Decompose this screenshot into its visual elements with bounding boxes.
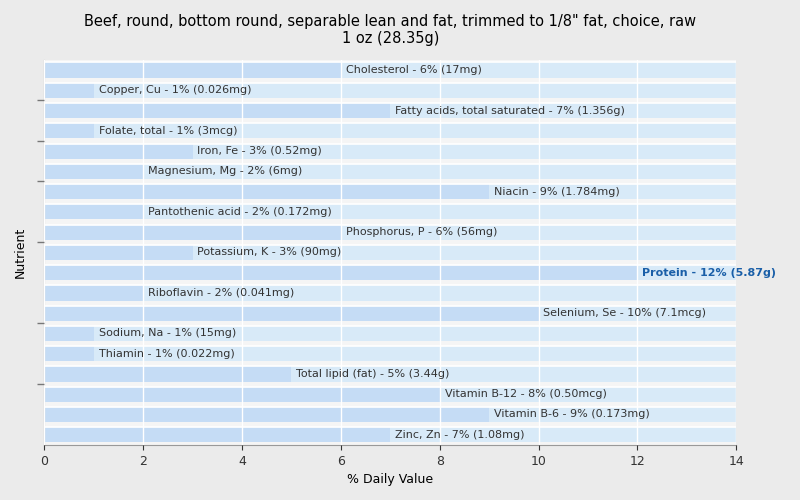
Text: Potassium, K - 3% (90mg): Potassium, K - 3% (90mg) (198, 248, 342, 258)
Text: Protein - 12% (5.87g): Protein - 12% (5.87g) (642, 268, 776, 278)
Y-axis label: Nutrient: Nutrient (14, 227, 27, 278)
Bar (44, 82, 94, 98)
Bar (44, 204, 143, 220)
Text: Zinc, Zn - 7% (1.08mg): Zinc, Zn - 7% (1.08mg) (395, 430, 525, 440)
Bar (44, 286, 143, 300)
Text: Phosphorus, P - 6% (56mg): Phosphorus, P - 6% (56mg) (346, 227, 497, 237)
Bar (44, 184, 736, 199)
Text: Magnesium, Mg - 2% (6mg): Magnesium, Mg - 2% (6mg) (148, 166, 302, 176)
Title: Beef, round, bottom round, separable lean and fat, trimmed to 1/8" fat, choice, : Beef, round, bottom round, separable lea… (84, 14, 696, 46)
Text: Cholesterol - 6% (17mg): Cholesterol - 6% (17mg) (346, 65, 482, 75)
Text: Fatty acids, total saturated - 7% (1.356g): Fatty acids, total saturated - 7% (1.356… (395, 106, 625, 116)
Bar (44, 245, 193, 260)
Text: Sodium, Na - 1% (15mg): Sodium, Na - 1% (15mg) (98, 328, 236, 338)
Bar (44, 245, 736, 260)
Bar (44, 427, 390, 442)
Text: Pantothenic acid - 2% (0.172mg): Pantothenic acid - 2% (0.172mg) (148, 207, 332, 217)
Bar (44, 366, 291, 382)
X-axis label: % Daily Value: % Daily Value (347, 473, 434, 486)
Text: Folate, total - 1% (3mcg): Folate, total - 1% (3mcg) (98, 126, 237, 136)
Bar (44, 366, 736, 382)
Bar (44, 427, 736, 442)
Text: Copper, Cu - 1% (0.026mg): Copper, Cu - 1% (0.026mg) (98, 86, 251, 96)
Bar (44, 144, 736, 158)
Bar (44, 103, 736, 118)
Text: Vitamin B-12 - 8% (0.50mcg): Vitamin B-12 - 8% (0.50mcg) (445, 389, 606, 399)
Text: Niacin - 9% (1.784mg): Niacin - 9% (1.784mg) (494, 186, 620, 196)
Bar (44, 164, 143, 179)
Bar (44, 265, 638, 280)
Bar (44, 82, 736, 98)
Bar (44, 407, 736, 422)
Bar (44, 286, 736, 300)
Bar (44, 346, 736, 362)
Bar (44, 103, 390, 118)
Text: Vitamin B-6 - 9% (0.173mg): Vitamin B-6 - 9% (0.173mg) (494, 410, 650, 420)
Bar (44, 62, 341, 78)
Bar (44, 386, 440, 402)
Text: Riboflavin - 2% (0.041mg): Riboflavin - 2% (0.041mg) (148, 288, 294, 298)
Bar (44, 306, 538, 321)
Bar (44, 346, 94, 362)
Bar (44, 224, 341, 240)
Bar (44, 204, 736, 220)
Bar (44, 124, 94, 138)
Bar (44, 164, 736, 179)
Bar (44, 124, 736, 138)
Bar (44, 265, 736, 280)
Bar (44, 326, 94, 341)
Bar (44, 326, 736, 341)
Bar (44, 407, 489, 422)
Bar (44, 184, 489, 199)
Bar (44, 62, 736, 78)
Text: Iron, Fe - 3% (0.52mg): Iron, Fe - 3% (0.52mg) (198, 146, 322, 156)
Bar (44, 224, 736, 240)
Bar (44, 386, 736, 402)
Text: Thiamin - 1% (0.022mg): Thiamin - 1% (0.022mg) (98, 348, 234, 358)
Bar (44, 306, 736, 321)
Text: Total lipid (fat) - 5% (3.44g): Total lipid (fat) - 5% (3.44g) (296, 369, 450, 379)
Bar (44, 144, 193, 158)
Text: Selenium, Se - 10% (7.1mcg): Selenium, Se - 10% (7.1mcg) (543, 308, 706, 318)
